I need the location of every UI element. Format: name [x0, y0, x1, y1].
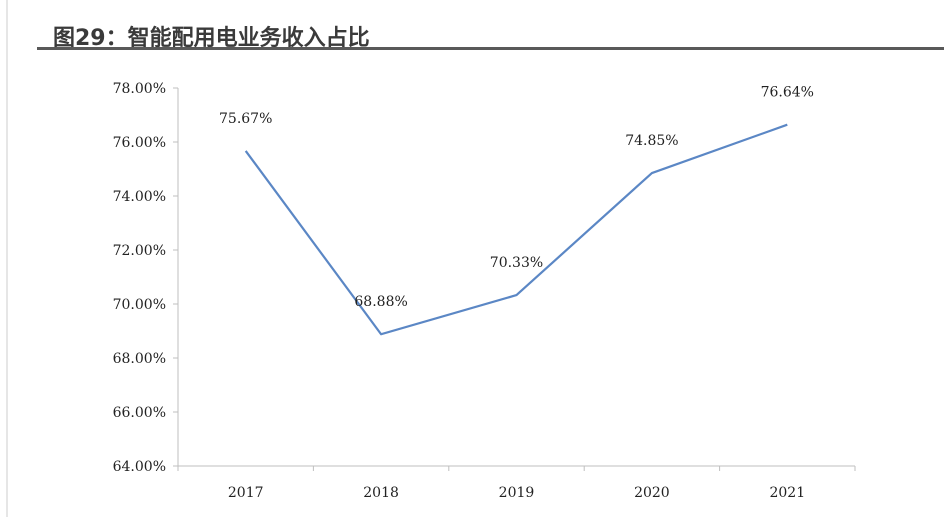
y-tick-label: 74.00%	[113, 189, 166, 205]
figure-title: 图29：智能配用电业务收入占比	[53, 26, 370, 51]
chart-axes	[173, 87, 856, 471]
data-label: 70.33%	[490, 255, 543, 271]
data-label: 76.64%	[761, 85, 814, 101]
data-label: 68.88%	[354, 294, 407, 310]
x-axis-tick-labels: 2017 2018 2019 2020 2021	[228, 485, 805, 501]
title-underline	[37, 47, 944, 50]
y-tick-label: 76.00%	[113, 135, 166, 151]
x-tick-label: 2021	[769, 485, 805, 501]
page-left-border	[6, 0, 8, 517]
data-label: 74.85%	[625, 133, 678, 149]
figure-header: 图29：智能配用电业务收入占比	[37, 14, 944, 51]
x-tick-label: 2017	[228, 485, 264, 501]
y-tick-label: 64.00%	[113, 459, 166, 475]
y-tick-label: 66.00%	[113, 405, 166, 421]
y-axis-tick-labels: 64.00% 66.00% 68.00% 70.00% 72.00% 74.00% 76.0…	[113, 81, 166, 475]
y-tick-label: 68.00%	[113, 351, 166, 367]
data-label: 75.67%	[219, 111, 272, 127]
data-labels-group: 75.67% 68.88% 70.33% 74.85% 76.64%	[219, 85, 814, 311]
series-line-group	[244, 123, 788, 336]
x-tick-label: 2018	[363, 485, 399, 501]
y-tick-label: 78.00%	[113, 81, 166, 97]
x-tick-label: 2019	[499, 485, 535, 501]
series-line	[244, 123, 788, 336]
y-tick-label: 70.00%	[113, 297, 166, 313]
y-tick-label: 72.00%	[113, 243, 166, 259]
x-tick-label: 2020	[634, 485, 670, 501]
